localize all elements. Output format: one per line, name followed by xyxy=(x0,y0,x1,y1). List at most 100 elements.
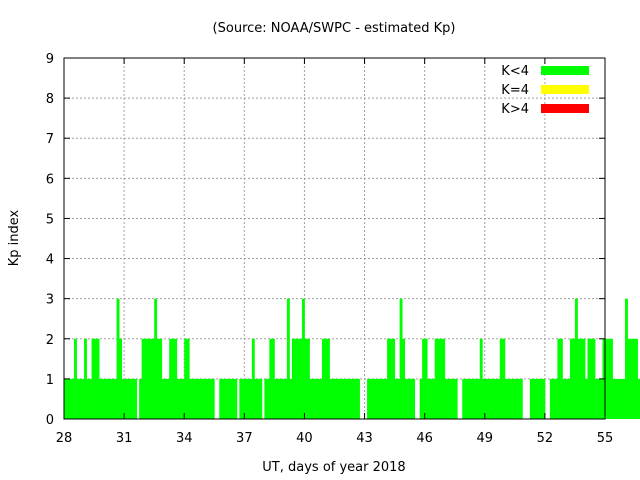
kp-bar-quiet xyxy=(462,378,466,419)
x-tick-label: 55 xyxy=(597,431,614,446)
kp-bar-quiet xyxy=(342,378,345,419)
kp-bar-quiet xyxy=(412,378,416,419)
kp-bar-quiet xyxy=(229,378,233,419)
kp-bar-quiet xyxy=(354,378,358,419)
legend: K<4 K=4 K>4 xyxy=(501,64,589,117)
kp-bar-quiet xyxy=(124,378,128,419)
x-tick-label: 37 xyxy=(236,431,253,446)
kp-bar-quiet xyxy=(564,378,568,419)
kp-bar-quiet xyxy=(154,298,158,419)
kp-bar-quiet xyxy=(447,378,451,419)
kp-bar-quiet xyxy=(264,378,268,419)
kp-bar-quiet xyxy=(151,338,155,419)
kp-bar-quiet xyxy=(374,378,378,419)
kp-bar-quiet xyxy=(474,378,478,419)
kp-bar-quiet xyxy=(579,338,583,419)
kp-bar-quiet xyxy=(86,378,90,419)
kp-bar-quiet xyxy=(449,378,453,419)
kp-bar-quiet xyxy=(201,378,205,419)
kp-bar-quiet xyxy=(514,378,518,419)
kp-bar-quiet xyxy=(231,378,235,419)
kp-bar-quiet xyxy=(286,298,290,419)
kp-bar-quiet xyxy=(141,338,145,419)
kp-bar-quiet xyxy=(71,378,75,419)
kp-bar-quiet xyxy=(181,378,185,419)
kp-bar-quiet xyxy=(79,378,82,419)
kp-bar-quiet xyxy=(402,338,406,419)
kp-bar-quiet xyxy=(615,378,618,419)
kp-bar-quiet xyxy=(574,298,578,419)
grid-layer xyxy=(64,58,605,419)
kp-bar-quiet xyxy=(314,378,318,419)
kp-bar-quiet xyxy=(534,378,538,419)
kp-bar-quiet xyxy=(479,338,483,419)
x-tick-label: 49 xyxy=(477,431,494,446)
kp-bar-quiet xyxy=(226,378,230,419)
kp-bar-quiet xyxy=(329,378,333,419)
kp-bar-quiet xyxy=(489,378,493,419)
kp-bar-quiet xyxy=(121,378,125,419)
kp-bar-quiet xyxy=(632,338,636,419)
kp-bar-quiet xyxy=(311,378,315,419)
kp-bar-quiet xyxy=(454,378,458,419)
x-tick-label: 34 xyxy=(176,431,193,446)
kp-bar-quiet xyxy=(109,378,112,419)
y-tick-label: 4 xyxy=(46,253,54,268)
kp-bar-quiet xyxy=(186,338,190,419)
kp-bar-quiet xyxy=(191,378,195,419)
y-tick-label: 0 xyxy=(46,413,54,428)
kp-bar-quiet xyxy=(91,338,95,419)
x-tick-label: 31 xyxy=(116,431,133,446)
kp-bar-quiet xyxy=(81,378,85,419)
x-tick-label: 40 xyxy=(296,431,313,446)
kp-bar-quiet xyxy=(114,378,117,419)
kp-bar-quiet xyxy=(529,378,533,419)
kp-bar-quiet xyxy=(104,378,107,419)
kp-bar-quiet xyxy=(156,338,160,419)
legend-label: K>4 xyxy=(501,102,529,117)
kp-bar-quiet xyxy=(484,378,488,419)
kp-bar-quiet xyxy=(549,378,553,419)
kp-bar-quiet xyxy=(204,378,208,419)
y-tick-label: 3 xyxy=(46,293,54,308)
kp-bar-quiet xyxy=(246,378,250,419)
kp-bar-quiet xyxy=(424,338,428,419)
kp-bar-quiet xyxy=(444,378,448,419)
kp-bar-quiet xyxy=(562,378,566,419)
kp-bar-quiet xyxy=(517,378,521,419)
kp-bar-quiet xyxy=(419,378,423,419)
kp-bar-quiet xyxy=(384,378,388,419)
kp-bar-quiet xyxy=(89,378,92,419)
kp-bar-quiet xyxy=(289,378,293,419)
kp-bar-quiet xyxy=(66,378,70,419)
y-tick-label: 8 xyxy=(46,92,54,107)
kp-bar-quiet xyxy=(572,338,576,419)
kp-bar-quiet xyxy=(442,338,446,419)
y-tick-label: 7 xyxy=(46,132,54,147)
kp-bar-quiet xyxy=(219,378,223,419)
kp-bar-quiet xyxy=(316,378,320,419)
kp-bar-quiet xyxy=(622,378,626,419)
kp-bar-quiet xyxy=(161,378,165,419)
legend-swatch xyxy=(541,85,589,94)
kp-bar-quiet xyxy=(597,378,601,419)
kp-bar-quiet xyxy=(344,378,348,419)
kp-bar-quiet xyxy=(131,378,135,419)
kp-bar-quiet xyxy=(554,378,558,419)
kp-bar-quiet xyxy=(111,378,115,419)
kp-bar-quiet xyxy=(206,378,210,419)
kp-bar-quiet xyxy=(251,338,255,419)
legend-swatch xyxy=(541,66,589,75)
kp-bar-quiet xyxy=(627,338,631,419)
kp-bar-quiet xyxy=(274,378,278,419)
kp-bar-quiet xyxy=(301,298,305,419)
kp-bar-quiet xyxy=(337,378,340,419)
kp-bar-quiet xyxy=(149,338,153,419)
x-tick-label: 52 xyxy=(537,431,554,446)
kp-bar-quiet xyxy=(129,378,133,419)
kp-bar-quiet xyxy=(427,378,431,419)
kp-bar-quiet xyxy=(372,378,375,419)
kp-bar-quiet xyxy=(537,378,541,419)
kp-bar-quiet xyxy=(331,378,335,419)
